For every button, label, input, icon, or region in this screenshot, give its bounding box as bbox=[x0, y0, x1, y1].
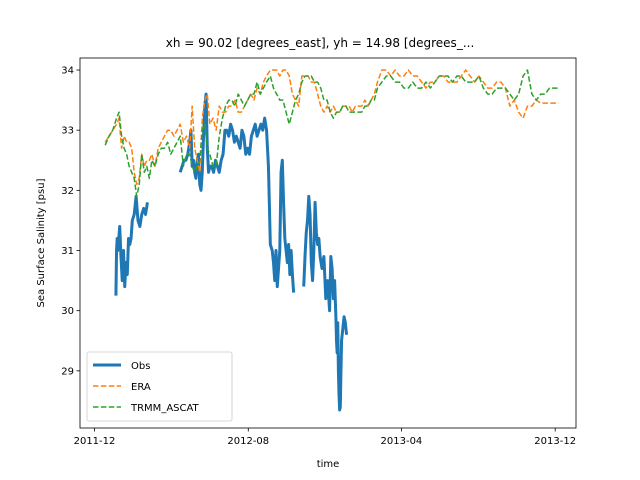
y-tick-label: 30 bbox=[61, 306, 74, 317]
y-tick-label: 34 bbox=[61, 66, 74, 77]
chart-title: xh = 90.02 [degrees_east], yh = 14.98 [d… bbox=[166, 36, 475, 50]
x-axis-label: time bbox=[317, 459, 340, 470]
y-tick-label: 33 bbox=[61, 126, 74, 137]
x-tick-label: 2013-12 bbox=[534, 436, 576, 447]
series-line-era bbox=[104, 69, 559, 186]
x-tick-label: 2013-04 bbox=[381, 436, 423, 447]
y-axis-label: Sea Surface Salinity [psu] bbox=[36, 178, 47, 307]
x-axis: 2011-12 2012-08 2013-04 2013-12 bbox=[74, 428, 576, 447]
legend-label: Obs bbox=[131, 361, 150, 372]
x-tick-label: 2011-12 bbox=[74, 436, 116, 447]
x-tick-label: 2012-08 bbox=[227, 436, 269, 447]
legend-label: TRMM_ASCAT bbox=[130, 403, 200, 414]
y-tick-label: 32 bbox=[61, 186, 74, 197]
series-line-obs bbox=[114, 92, 349, 412]
series-line-trmm-ascat bbox=[104, 69, 559, 198]
y-tick-label: 31 bbox=[61, 246, 74, 257]
legend-box bbox=[86, 351, 233, 422]
y-tick-label: 29 bbox=[61, 366, 74, 377]
plot-area bbox=[104, 69, 559, 412]
plot-frame bbox=[79, 57, 577, 429]
legend: Obs ERA TRMM_ASCAT bbox=[86, 351, 233, 422]
legend-label: ERA bbox=[131, 382, 151, 393]
series-layer bbox=[104, 69, 559, 412]
y-axis: 29 30 31 32 33 34 bbox=[61, 66, 80, 377]
